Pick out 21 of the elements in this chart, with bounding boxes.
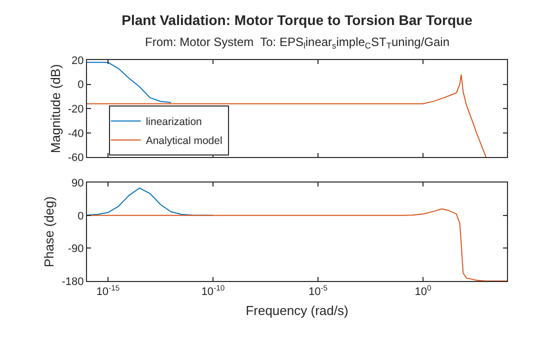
y-tick-label: -60 bbox=[68, 152, 84, 164]
y-tick-label: -180 bbox=[62, 276, 84, 288]
y-axis-title: Magnitude (dB) bbox=[48, 64, 63, 154]
y-tick-label: -90 bbox=[68, 243, 84, 256]
x-tick-label: 10$^{-15}$ bbox=[96, 284, 120, 298]
x-tick-label: 10$^{-10}$ bbox=[201, 284, 225, 298]
legend-label: linearization bbox=[146, 116, 202, 128]
y-tick-label: 0 bbox=[78, 210, 84, 222]
x-tick-label: 10$^{0}$ bbox=[414, 284, 432, 298]
x-tick-label: 10$^{-5}$ bbox=[308, 284, 328, 298]
chart-title: Plant Validation: Motor Torque to Torsion Bar Torque bbox=[122, 12, 473, 28]
y-tick-label: 0 bbox=[78, 79, 84, 92]
y-axis-title: Phase (deg) bbox=[42, 196, 57, 268]
x-axis-title: Frequency (rad/s) bbox=[246, 302, 348, 318]
legend-label: Analytical model bbox=[146, 135, 222, 148]
y-tick-label: 90 bbox=[72, 178, 84, 190]
y-tick-label: -40 bbox=[68, 128, 84, 140]
text: From: Motor System To: EPS$_{l}$inear$_{s}$imple$_{C}$ST$_{T}$uning/Gain bbox=[145, 35, 450, 51]
y-tick-label: -20 bbox=[68, 103, 84, 116]
y-tick-label: 20 bbox=[72, 54, 84, 67]
line-series bbox=[87, 62, 172, 104]
